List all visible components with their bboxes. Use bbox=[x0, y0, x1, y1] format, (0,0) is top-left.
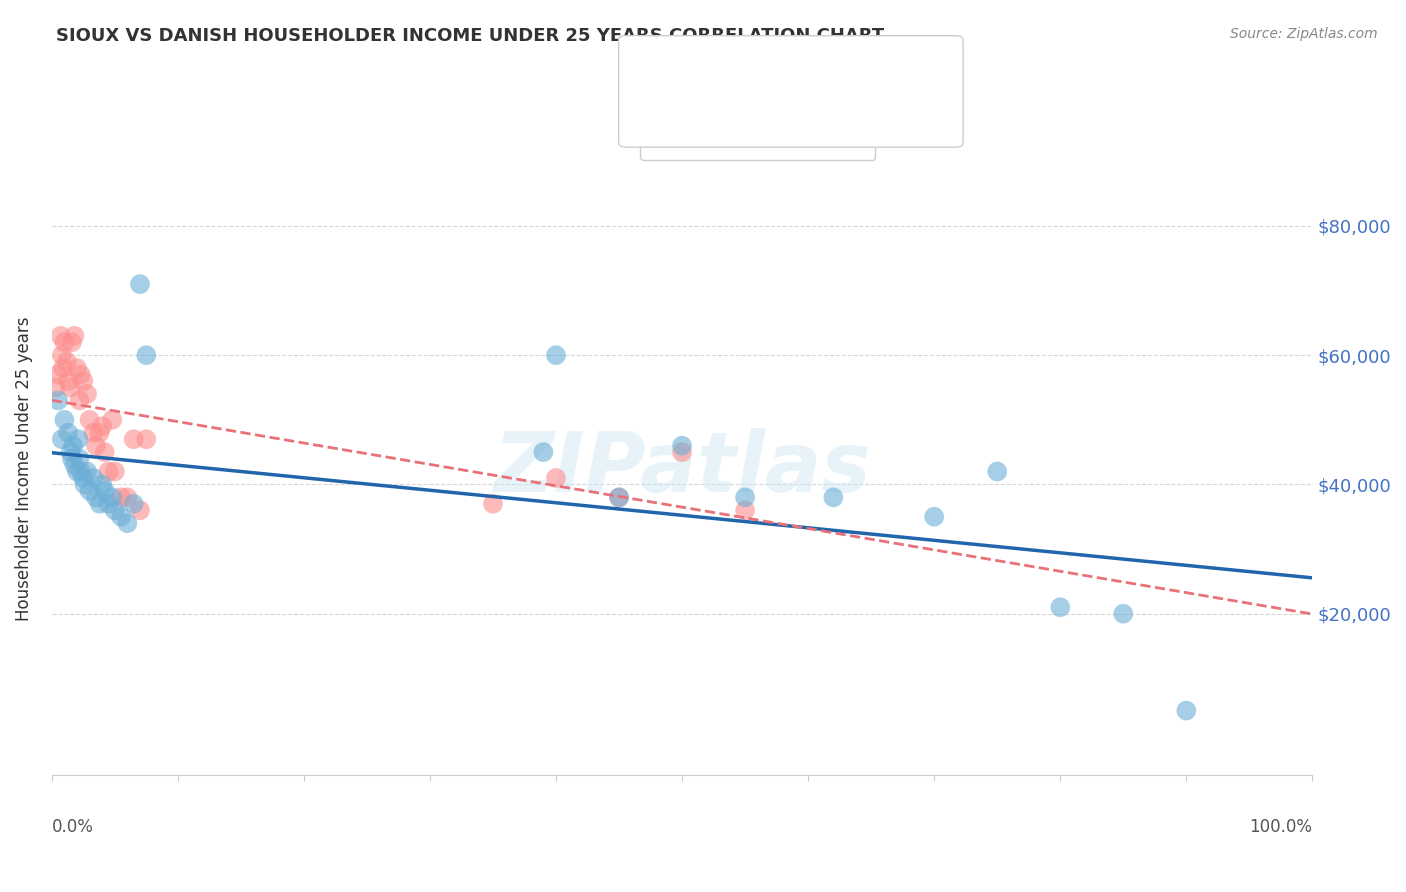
Point bbox=[69, 368, 91, 382]
Point bbox=[79, 483, 101, 498]
Point bbox=[1175, 704, 1198, 718]
Point bbox=[482, 497, 505, 511]
Point bbox=[93, 483, 115, 498]
Point bbox=[101, 491, 124, 505]
Point bbox=[129, 277, 152, 291]
Point bbox=[66, 465, 89, 479]
Point bbox=[67, 432, 90, 446]
Point bbox=[51, 432, 73, 446]
Point bbox=[66, 361, 89, 376]
Point bbox=[76, 465, 98, 479]
Point bbox=[52, 361, 75, 376]
Point bbox=[56, 425, 79, 440]
Point bbox=[122, 497, 145, 511]
Text: ZIPatlas: ZIPatlas bbox=[494, 428, 870, 508]
Point bbox=[53, 335, 76, 350]
Point bbox=[69, 451, 91, 466]
Point bbox=[89, 497, 111, 511]
Point bbox=[129, 503, 152, 517]
Point bbox=[823, 491, 845, 505]
Point bbox=[76, 387, 98, 401]
Point bbox=[122, 432, 145, 446]
Point bbox=[63, 328, 86, 343]
Point bbox=[56, 374, 79, 388]
Point bbox=[72, 471, 94, 485]
Point bbox=[671, 439, 693, 453]
Point bbox=[986, 465, 1008, 479]
Point bbox=[89, 425, 111, 440]
Point bbox=[1112, 607, 1135, 621]
Legend: R = -0.324   N = 40, R = -0.385   N = 35: R = -0.324 N = 40, R = -0.385 N = 35 bbox=[640, 87, 875, 160]
Point bbox=[44, 380, 66, 394]
Text: 0.0%: 0.0% bbox=[52, 818, 94, 836]
Point bbox=[59, 380, 82, 394]
Text: 100.0%: 100.0% bbox=[1250, 818, 1312, 836]
Point bbox=[91, 419, 114, 434]
Point bbox=[135, 348, 157, 362]
Text: SIOUX VS DANISH HOUSEHOLDER INCOME UNDER 25 YEARS CORRELATION CHART: SIOUX VS DANISH HOUSEHOLDER INCOME UNDER… bbox=[56, 27, 884, 45]
Text: Source: ZipAtlas.com: Source: ZipAtlas.com bbox=[1230, 27, 1378, 41]
Point bbox=[56, 354, 79, 368]
Point bbox=[97, 497, 120, 511]
Point bbox=[544, 348, 567, 362]
Point bbox=[51, 348, 73, 362]
Point bbox=[91, 477, 114, 491]
Point bbox=[544, 471, 567, 485]
Point bbox=[72, 374, 94, 388]
Point bbox=[1049, 600, 1071, 615]
Point bbox=[82, 471, 104, 485]
Point bbox=[734, 503, 756, 517]
Point bbox=[59, 445, 82, 459]
Point bbox=[93, 445, 115, 459]
Point bbox=[101, 413, 124, 427]
Point bbox=[84, 491, 107, 505]
Point bbox=[110, 509, 132, 524]
Point bbox=[671, 445, 693, 459]
Point bbox=[110, 491, 132, 505]
Point bbox=[734, 491, 756, 505]
Point bbox=[46, 368, 69, 382]
Point bbox=[73, 477, 96, 491]
Point bbox=[60, 335, 83, 350]
Point bbox=[69, 465, 91, 479]
Point bbox=[117, 491, 139, 505]
Point bbox=[84, 439, 107, 453]
Point bbox=[104, 465, 127, 479]
Point bbox=[53, 413, 76, 427]
Point bbox=[97, 465, 120, 479]
Point bbox=[46, 393, 69, 408]
Point bbox=[135, 432, 157, 446]
Point bbox=[63, 458, 86, 472]
Point bbox=[607, 491, 630, 505]
Point bbox=[79, 413, 101, 427]
Point bbox=[607, 491, 630, 505]
Point bbox=[82, 425, 104, 440]
Point bbox=[117, 516, 139, 531]
Point bbox=[49, 328, 72, 343]
Point bbox=[922, 509, 945, 524]
Point bbox=[60, 451, 83, 466]
Point bbox=[69, 393, 91, 408]
Point bbox=[531, 445, 554, 459]
Point bbox=[62, 439, 84, 453]
Point bbox=[104, 503, 127, 517]
Y-axis label: Householder Income Under 25 years: Householder Income Under 25 years bbox=[15, 316, 32, 621]
